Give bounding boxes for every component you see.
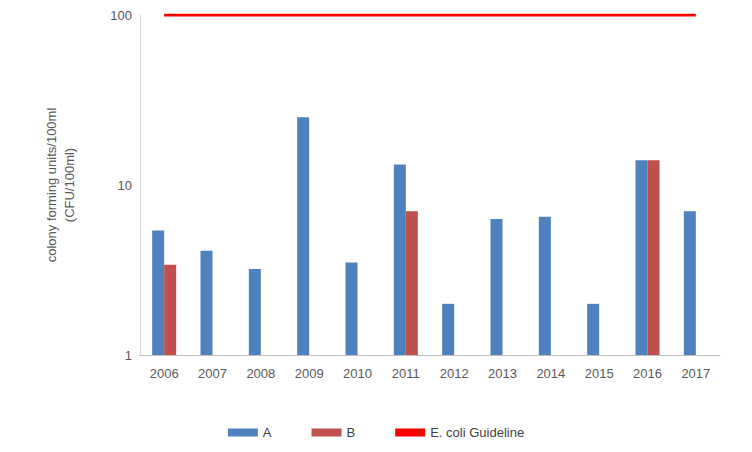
svg-text:100: 100	[110, 8, 132, 23]
svg-text:B: B	[347, 425, 356, 440]
svg-text:2014: 2014	[536, 366, 565, 381]
svg-text:2016: 2016	[633, 366, 662, 381]
svg-text:colony forming units/100ml: colony forming units/100ml	[44, 108, 59, 263]
svg-text:2015: 2015	[585, 366, 614, 381]
svg-text:2011: 2011	[392, 366, 420, 381]
svg-text:1: 1	[125, 348, 132, 363]
svg-text:(CFU/100ml): (CFU/100ml)	[62, 148, 77, 222]
svg-text:2012: 2012	[440, 366, 469, 381]
svg-text:2017: 2017	[681, 366, 710, 381]
svg-text:A: A	[263, 425, 272, 440]
svg-text:E. coli Guideline: E. coli Guideline	[430, 425, 524, 440]
svg-text:10: 10	[118, 178, 132, 193]
svg-text:2008: 2008	[246, 366, 275, 381]
svg-text:2006: 2006	[150, 366, 179, 381]
svg-text:2013: 2013	[488, 366, 517, 381]
svg-text:2009: 2009	[295, 366, 324, 381]
svg-text:2007: 2007	[198, 366, 227, 381]
svg-text:2010: 2010	[343, 366, 372, 381]
